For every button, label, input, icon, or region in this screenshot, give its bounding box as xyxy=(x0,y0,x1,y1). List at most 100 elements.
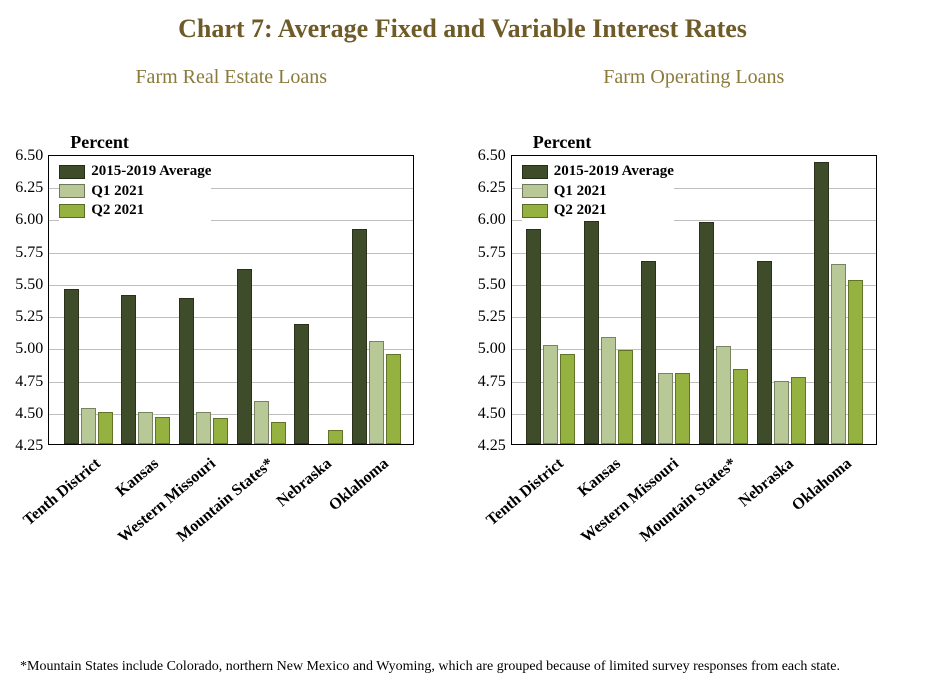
bar xyxy=(121,295,136,445)
bar-group xyxy=(526,229,575,444)
bar xyxy=(526,229,541,444)
legend-swatch xyxy=(522,184,548,198)
x-tick-label: Western Missouri xyxy=(578,455,683,547)
y-tick-label: 5.50 xyxy=(478,276,512,294)
bar xyxy=(791,377,806,444)
bar xyxy=(294,324,309,444)
x-tick-label: Tenth District xyxy=(483,455,567,530)
bar xyxy=(179,298,194,444)
bar-group xyxy=(584,221,633,444)
bar xyxy=(774,381,789,444)
x-tick-label: Oklahoma xyxy=(789,455,856,515)
y-tick-label: 4.75 xyxy=(15,373,49,391)
bar-group xyxy=(757,261,806,444)
bar xyxy=(64,289,79,444)
y-axis-label: Percent xyxy=(70,132,129,153)
x-labels: Tenth DistrictKansasWestern MissouriMoun… xyxy=(48,445,414,565)
legend-label: 2015-2019 Average xyxy=(91,162,211,182)
x-tick-label: Western Missouri xyxy=(115,455,220,547)
legend-swatch xyxy=(59,204,85,218)
bar xyxy=(196,412,211,444)
bar xyxy=(328,430,343,444)
legend-item: 2015-2019 Average xyxy=(522,162,674,182)
y-tick-label: 4.25 xyxy=(15,437,49,455)
legend-swatch xyxy=(522,204,548,218)
y-tick-label: 5.75 xyxy=(478,244,512,262)
y-tick-label: 5.25 xyxy=(478,308,512,326)
bar xyxy=(618,350,633,444)
plot-area: 4.254.504.755.005.255.505.756.006.256.50… xyxy=(48,155,414,445)
legend-item: 2015-2019 Average xyxy=(59,162,211,182)
plot-area: 4.254.504.755.005.255.505.756.006.256.50… xyxy=(511,155,877,445)
bar xyxy=(271,422,286,444)
chart-subtitle: Farm Operating Loans xyxy=(603,66,784,92)
bar-group xyxy=(641,261,690,444)
legend: 2015-2019 AverageQ1 2021Q2 2021 xyxy=(522,162,674,221)
legend-label: 2015-2019 Average xyxy=(554,162,674,182)
bar xyxy=(641,261,656,444)
bar xyxy=(733,369,748,444)
y-tick-label: 6.25 xyxy=(478,179,512,197)
legend-item: Q1 2021 xyxy=(59,182,211,202)
bar xyxy=(386,354,401,444)
bar-group xyxy=(64,289,113,444)
y-tick-label: 4.75 xyxy=(478,373,512,391)
y-tick-label: 5.50 xyxy=(15,276,49,294)
bar xyxy=(237,269,252,444)
y-tick-label: 4.50 xyxy=(478,405,512,423)
chart-subtitle: Farm Real Estate Loans xyxy=(135,66,327,92)
bar xyxy=(352,229,367,444)
bar xyxy=(831,264,846,444)
y-tick-label: 6.50 xyxy=(15,147,49,165)
chart-row: Farm Real Estate LoansPercent4.254.504.7… xyxy=(0,66,925,565)
legend-item: Q1 2021 xyxy=(522,182,674,202)
bar-group xyxy=(352,229,401,444)
bar xyxy=(213,418,228,444)
legend-label: Q1 2021 xyxy=(91,182,144,202)
bar xyxy=(81,408,96,444)
y-tick-label: 6.00 xyxy=(15,211,49,229)
bar xyxy=(699,222,714,444)
y-tick-label: 6.50 xyxy=(478,147,512,165)
page: Chart 7: Average Fixed and Variable Inte… xyxy=(0,0,925,693)
y-tick-label: 5.75 xyxy=(15,244,49,262)
x-tick-label: Tenth District xyxy=(20,455,104,530)
footnote: *Mountain States include Colorado, north… xyxy=(20,659,840,675)
bar xyxy=(757,261,772,444)
bar-group xyxy=(121,295,170,445)
bar-group xyxy=(699,222,748,444)
y-tick-label: 5.25 xyxy=(15,308,49,326)
bar xyxy=(848,280,863,444)
legend-label: Q2 2021 xyxy=(554,201,607,221)
chart-left: Farm Real Estate LoansPercent4.254.504.7… xyxy=(16,66,446,565)
bar xyxy=(543,345,558,444)
bar xyxy=(155,417,170,444)
bar xyxy=(138,412,153,444)
legend-label: Q2 2021 xyxy=(91,201,144,221)
y-axis-label: Percent xyxy=(533,132,592,153)
chart-title: Chart 7: Average Fixed and Variable Inte… xyxy=(0,0,925,44)
y-tick-label: 6.00 xyxy=(478,211,512,229)
legend-item: Q2 2021 xyxy=(522,201,674,221)
x-tick-label: Nebraska xyxy=(736,455,798,511)
bar xyxy=(675,373,690,444)
bar xyxy=(716,346,731,444)
bar xyxy=(584,221,599,444)
x-tick-label: Kansas xyxy=(113,455,163,501)
y-tick-label: 4.25 xyxy=(478,437,512,455)
x-tick-label: Oklahoma xyxy=(326,455,393,515)
legend: 2015-2019 AverageQ1 2021Q2 2021 xyxy=(59,162,211,221)
legend-swatch xyxy=(522,165,548,179)
legend-label: Q1 2021 xyxy=(554,182,607,202)
bar-group xyxy=(294,324,343,444)
legend-swatch xyxy=(59,184,85,198)
y-tick-label: 6.25 xyxy=(15,179,49,197)
y-tick-label: 4.50 xyxy=(15,405,49,423)
bar xyxy=(369,341,384,444)
x-labels: Tenth DistrictKansasWestern MissouriMoun… xyxy=(511,445,877,565)
bar-group xyxy=(814,162,863,444)
bar xyxy=(560,354,575,444)
x-tick-label: Mountain States* xyxy=(174,455,278,546)
bar xyxy=(814,162,829,444)
bar xyxy=(601,337,616,444)
